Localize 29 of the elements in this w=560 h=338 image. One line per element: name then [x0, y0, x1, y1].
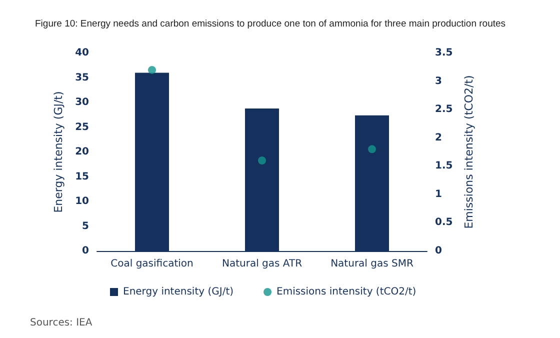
y-tick-label: 25 — [75, 122, 90, 133]
y2-tick-label: 2.5 — [435, 104, 453, 116]
legend-label: Energy intensity (GJ/t) — [123, 286, 234, 298]
y2-tick-label: 3.5 — [435, 48, 453, 58]
chart-title: Figure 10: Energy needs and carbon emissions to produce one ton of ammonia for three main production routes — [35, 18, 506, 30]
y2-tick-label: 1 — [435, 188, 442, 200]
x-tick-label: Natural gas ATR — [222, 258, 302, 270]
y2-tick-label: 0.5 — [435, 217, 453, 228]
y-axis-title: Energy intensity (GJ/t) — [52, 91, 66, 213]
point — [148, 66, 156, 74]
y2-tick-label: 0 — [435, 246, 442, 256]
y2-tick-label: 3 — [435, 76, 442, 87]
x-tick-label: Natural gas SMR — [330, 258, 414, 270]
y2-tick-label: 2 — [435, 132, 442, 144]
point — [368, 145, 376, 154]
point — [258, 156, 266, 164]
y2-axis-title: Emissions intensity (tCO2/t) — [462, 75, 476, 229]
y-tick-label: 15 — [75, 171, 90, 182]
x-tick-label: Coal gasification — [110, 258, 194, 270]
y-tick-label: 30 — [75, 97, 90, 108]
y2-tick-label: 1.5 — [435, 160, 453, 172]
y-tick-label: 20 — [75, 146, 90, 158]
y-tick-label: 0 — [82, 246, 90, 256]
legend-label: Emissions intensity (tCO2/t) — [276, 286, 416, 298]
y-tick-label: 40 — [75, 48, 90, 58]
source-note: Sources: IEA — [30, 318, 92, 328]
y-tick-label: 10 — [75, 196, 90, 207]
y-tick-label: 35 — [75, 72, 90, 84]
y-tick-label: 5 — [82, 220, 90, 232]
